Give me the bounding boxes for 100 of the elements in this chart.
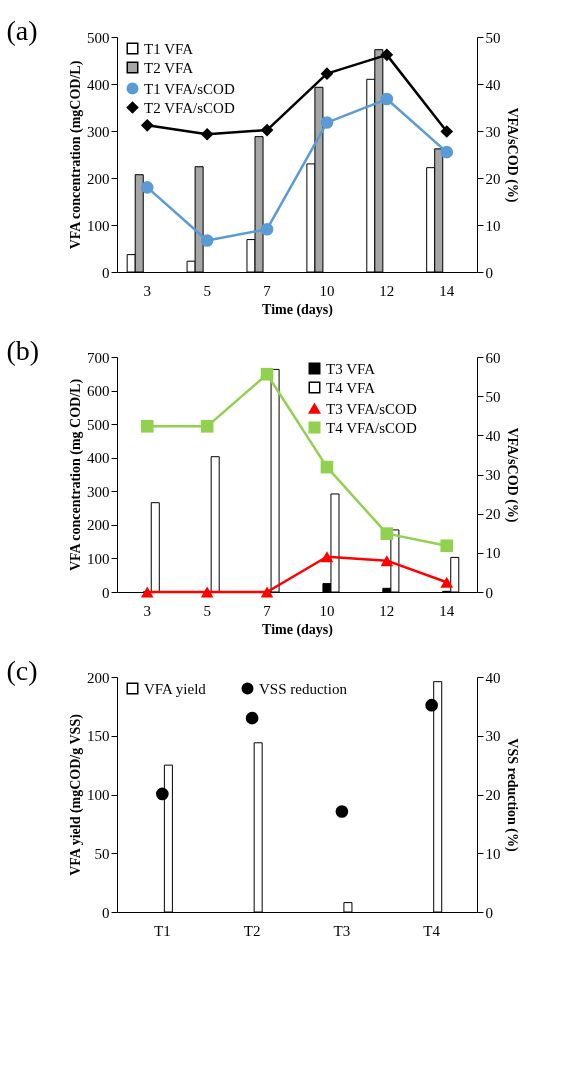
legend-label: T2 VFA bbox=[144, 59, 194, 76]
point bbox=[380, 48, 394, 62]
y-tick-label: 150 bbox=[87, 728, 110, 745]
y-tick-label: 200 bbox=[87, 669, 110, 686]
legend-label: T1 VFA/sCOD bbox=[144, 80, 235, 97]
y2-tick-label: 0 bbox=[485, 264, 493, 281]
bar bbox=[210, 456, 220, 593]
y2-tick-label: 50 bbox=[485, 29, 501, 46]
y2-tick-label: 20 bbox=[485, 170, 501, 187]
legend-label: VFA yield bbox=[144, 680, 207, 697]
point bbox=[335, 805, 349, 818]
legend-label: T3 VFA/sCOD bbox=[326, 400, 417, 417]
point bbox=[380, 555, 394, 567]
y2-tick-label: 30 bbox=[485, 123, 501, 140]
y2-tick-label: 0 bbox=[485, 904, 493, 921]
y2-tick-label: 10 bbox=[485, 545, 501, 562]
y2-tick-label: 40 bbox=[485, 76, 501, 93]
point bbox=[380, 527, 394, 540]
y2-tick-label: 10 bbox=[485, 845, 501, 862]
legend-label: VSS reduction bbox=[259, 680, 348, 697]
y2-tick-label: 20 bbox=[485, 506, 501, 523]
legend-label: T3 VFA bbox=[326, 360, 376, 377]
y-tick-label: 50 bbox=[94, 845, 110, 862]
y-axis-title: VFA concentration (mgCOD/L) bbox=[68, 60, 84, 250]
point bbox=[320, 67, 334, 80]
point bbox=[440, 576, 454, 588]
y-tick-label: 200 bbox=[87, 517, 110, 534]
y-tick-label: 100 bbox=[87, 217, 110, 234]
y-tick-label: 400 bbox=[87, 76, 110, 93]
y-tick-label: 500 bbox=[87, 29, 110, 46]
point bbox=[440, 125, 454, 138]
y2-tick-label: 0 bbox=[485, 584, 493, 601]
point bbox=[140, 420, 154, 433]
point bbox=[260, 367, 274, 381]
y-tick-label: 600 bbox=[87, 383, 110, 400]
legend-label: T4 VFA bbox=[326, 379, 376, 396]
y-tick-label: 0 bbox=[102, 904, 110, 921]
point bbox=[140, 586, 154, 598]
x-axis-title: Time (days) bbox=[262, 621, 334, 638]
x-tick-label: 12 bbox=[379, 602, 395, 619]
y-tick-label: 400 bbox=[87, 450, 110, 467]
y2-tick-label: 20 bbox=[485, 787, 501, 803]
x-tick-label: 3 bbox=[143, 602, 151, 619]
bar bbox=[150, 502, 160, 593]
x-tick-label: T2 bbox=[243, 922, 261, 939]
x-tick-label: 5 bbox=[203, 282, 211, 299]
y2-tick-label: 40 bbox=[485, 427, 501, 444]
chart-title: (a) bbox=[6, 15, 38, 46]
x-axis-title: Time (days) bbox=[262, 301, 334, 318]
legend-label: T1 VFA bbox=[144, 40, 194, 57]
x-tick-label: T3 bbox=[333, 922, 351, 939]
y2-tick-label: 10 bbox=[485, 217, 501, 234]
point bbox=[440, 145, 454, 159]
point bbox=[200, 420, 214, 433]
point bbox=[425, 698, 438, 712]
y-tick-label: 200 bbox=[87, 170, 110, 187]
y2-axis-title: VSS reduction (%) bbox=[503, 738, 520, 852]
point bbox=[320, 551, 334, 563]
y-tick-label: 0 bbox=[102, 264, 110, 281]
point bbox=[200, 586, 214, 598]
chart-title: (b) bbox=[6, 335, 40, 366]
point bbox=[260, 586, 274, 598]
legend-label: T2 VFA/sCOD bbox=[144, 99, 235, 116]
x-tick-label: T1 bbox=[154, 922, 171, 939]
y-tick-label: 300 bbox=[87, 123, 110, 140]
point bbox=[260, 123, 274, 137]
x-tick-label: 5 bbox=[203, 602, 211, 619]
y-tick-label: 700 bbox=[87, 349, 110, 366]
x-tick-label: 10 bbox=[319, 602, 335, 619]
x-tick-label: 12 bbox=[379, 282, 395, 299]
legend-label: T4 VFA/sCOD bbox=[326, 419, 417, 436]
point bbox=[200, 234, 214, 247]
x-tick-label: 14 bbox=[439, 602, 455, 619]
y-tick-label: 300 bbox=[87, 483, 110, 500]
point bbox=[320, 116, 334, 129]
y-axis-title: VFA yield (mgCOD/g VSS) bbox=[68, 713, 84, 876]
y2-tick-label: 30 bbox=[485, 728, 501, 745]
point bbox=[140, 181, 154, 194]
point bbox=[156, 787, 169, 801]
point bbox=[440, 539, 454, 553]
y-tick-label: 0 bbox=[102, 584, 110, 601]
point bbox=[380, 92, 394, 106]
y-axis-title: VFA concentration (mg COD/L) bbox=[68, 378, 84, 572]
y-tick-label: 500 bbox=[87, 416, 110, 433]
y2-tick-label: 60 bbox=[485, 349, 501, 366]
y2-tick-label: 30 bbox=[485, 467, 501, 483]
y-tick-label: 100 bbox=[87, 787, 110, 803]
x-tick-label: 3 bbox=[143, 282, 151, 299]
y2-axis-title: VFA/sCOD (%) bbox=[503, 107, 520, 203]
point bbox=[320, 460, 334, 474]
point bbox=[245, 711, 259, 725]
y2-axis-title: VFA/sCOD (%) bbox=[503, 427, 520, 523]
x-tick-label: 7 bbox=[263, 282, 272, 299]
y-tick-label: 100 bbox=[87, 550, 110, 567]
x-tick-label: T4 bbox=[423, 922, 441, 939]
point bbox=[200, 127, 214, 141]
x-tick-label: 7 bbox=[263, 602, 272, 619]
x-tick-label: 10 bbox=[319, 282, 335, 299]
chart-title: (c) bbox=[6, 655, 38, 686]
y2-tick-label: 40 bbox=[485, 669, 501, 686]
